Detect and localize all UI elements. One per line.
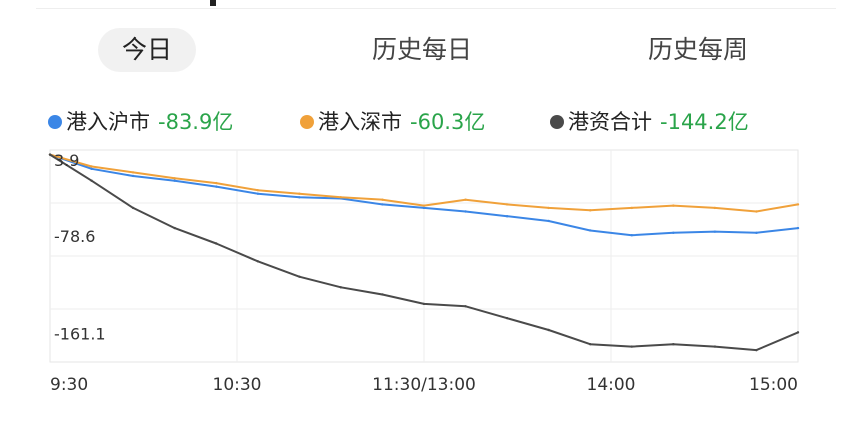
series-point-2	[256, 260, 259, 263]
series-point-0	[90, 167, 93, 171]
tab-history-daily[interactable]: 历史每日	[371, 35, 472, 64]
top-divider	[36, 8, 836, 9]
series-point-2	[173, 226, 176, 230]
series-point-0	[796, 226, 800, 230]
series-point-1	[589, 209, 592, 212]
x-tick-label: 10:30	[213, 375, 262, 395]
series-point-2	[339, 286, 343, 289]
chart-legend: 港入沪市 -83.9亿 港入深市 -60.3亿 港资合计 -144.2亿	[48, 104, 838, 140]
legend-item-shenzhen: 港入深市 -60.3亿	[300, 104, 485, 140]
series-point-2	[90, 179, 93, 182]
series-point-0	[298, 196, 301, 199]
y-tick-label: -78.6	[54, 227, 95, 246]
series-point-0	[381, 203, 384, 206]
series-point-2	[48, 153, 52, 156]
series-point-1	[796, 203, 800, 206]
series-point-2	[630, 345, 633, 348]
legend-dot-total	[550, 115, 564, 129]
series-point-2	[755, 348, 758, 352]
series-point-1	[256, 188, 259, 192]
series-point-2	[215, 242, 218, 245]
x-tick-label: 14:00	[587, 375, 636, 395]
top-edge-marker	[210, 0, 216, 6]
series-point-1	[173, 177, 176, 180]
legend-dot-shenzhen	[300, 115, 314, 129]
legend-name-shanghai: 港入沪市	[66, 110, 150, 134]
tab-history-weekly[interactable]: 历史每周	[647, 35, 748, 64]
series-point-0	[173, 179, 176, 182]
series-point-1	[422, 204, 426, 207]
series-point-1	[298, 192, 301, 195]
series-point-0	[215, 185, 218, 188]
series-point-2	[547, 328, 550, 332]
series-point-1	[381, 198, 384, 201]
series-point-0	[755, 231, 758, 235]
series-point-1	[547, 206, 550, 210]
series-point-0	[630, 234, 633, 237]
series-point-1	[339, 196, 343, 199]
series-point-2	[131, 206, 135, 210]
flow-line-chart: 3.9 -78.6 -161.1 9:30 10:30 11:30/13:00 14:00 1…	[48, 149, 800, 395]
series-point-2	[589, 343, 592, 346]
series-point-2	[505, 316, 509, 320]
legend-value-total: -144.2亿	[660, 110, 749, 134]
series-point-0	[713, 230, 717, 233]
series-point-1	[90, 165, 93, 168]
legend-item-total: 港资合计 -144.2亿	[550, 104, 749, 140]
legend-item-shanghai: 港入沪市 -83.9亿	[48, 104, 233, 140]
series-point-2	[298, 275, 301, 278]
series-point-2	[464, 305, 467, 308]
series-point-2	[672, 343, 675, 346]
series-point-1	[672, 204, 675, 207]
series-point-0	[505, 215, 509, 218]
legend-name-total: 港资合计	[568, 110, 652, 134]
x-tick-label: 15:00	[749, 375, 798, 395]
legend-value-shanghai: -83.9亿	[158, 110, 234, 134]
series-point-1	[755, 210, 758, 213]
series-point-1	[131, 171, 135, 174]
series-point-0	[256, 192, 259, 195]
series-point-0	[672, 231, 675, 235]
y-tick-label: 3.9	[54, 151, 79, 170]
series-point-0	[464, 210, 467, 213]
series-point-0	[422, 206, 426, 210]
y-tick-label: -161.1	[54, 325, 106, 344]
tab-bar: 今日 历史每日 历史每周	[0, 28, 856, 76]
series-point-2	[422, 302, 426, 306]
series-point-1	[505, 203, 509, 206]
series-point-0	[131, 174, 135, 178]
legend-name-shenzhen: 港入深市	[318, 110, 402, 134]
series-point-0	[547, 219, 550, 223]
series-point-2	[796, 331, 800, 334]
legend-value-shenzhen: -60.3亿	[410, 110, 486, 134]
legend-dot-shanghai	[48, 115, 62, 129]
x-tick-label: 9:30	[50, 375, 88, 395]
series-point-2	[713, 345, 717, 348]
series-point-1	[215, 181, 218, 185]
series-point-1	[630, 206, 633, 210]
tab-today[interactable]: 今日	[98, 28, 196, 72]
series-point-1	[464, 198, 467, 201]
x-tick-label: 11:30/13:00	[372, 375, 476, 395]
series-point-1	[713, 206, 717, 210]
series-point-0	[589, 229, 592, 232]
series-point-2	[381, 293, 384, 296]
